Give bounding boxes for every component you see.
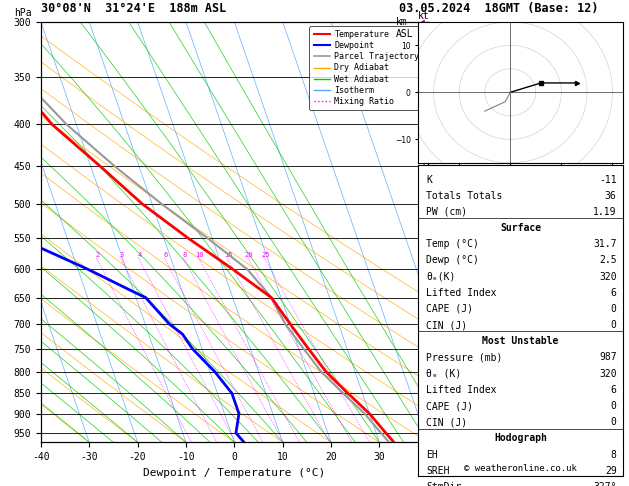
Text: Hodograph: Hodograph: [494, 434, 547, 443]
Text: Lifted Index: Lifted Index: [426, 288, 497, 298]
Text: 0: 0: [611, 417, 616, 427]
Text: 2.5: 2.5: [599, 256, 616, 265]
Text: 20: 20: [245, 252, 253, 258]
Text: Pressure (mb): Pressure (mb): [426, 352, 503, 363]
Text: 0: 0: [611, 320, 616, 330]
Text: 0: 0: [611, 304, 616, 314]
Text: 6: 6: [164, 252, 168, 258]
Text: km
ASL: km ASL: [396, 17, 414, 38]
Text: -11: -11: [599, 174, 616, 185]
Text: 4: 4: [137, 252, 142, 258]
Text: 29: 29: [605, 466, 616, 476]
Text: Dewp (°C): Dewp (°C): [426, 256, 479, 265]
Text: kt: kt: [418, 11, 430, 21]
Text: 327°: 327°: [593, 482, 616, 486]
Text: Temp (°C): Temp (°C): [426, 239, 479, 249]
Text: 36: 36: [605, 191, 616, 201]
Text: 03.05.2024  18GMT (Base: 12): 03.05.2024 18GMT (Base: 12): [399, 1, 599, 15]
Text: 320: 320: [599, 369, 616, 379]
Text: θₑ (K): θₑ (K): [426, 369, 462, 379]
Text: 8: 8: [182, 252, 187, 258]
Text: 1.19: 1.19: [593, 207, 616, 217]
Legend: Temperature, Dewpoint, Parcel Trajectory, Dry Adiabat, Wet Adiabat, Isotherm, Mi: Temperature, Dewpoint, Parcel Trajectory…: [309, 26, 423, 110]
Text: 3: 3: [120, 252, 124, 258]
Text: 2: 2: [96, 252, 100, 258]
Text: 0: 0: [611, 401, 616, 411]
Text: © weatheronline.co.uk: © weatheronline.co.uk: [464, 464, 577, 473]
Text: 6: 6: [611, 288, 616, 298]
Text: 25: 25: [261, 252, 270, 258]
Text: CIN (J): CIN (J): [426, 417, 467, 427]
Text: 31.7: 31.7: [593, 239, 616, 249]
Text: EH: EH: [426, 450, 438, 460]
Text: Most Unstable: Most Unstable: [482, 336, 559, 347]
Text: Surface: Surface: [500, 223, 541, 233]
Text: 30°08'N  31°24'E  188m ASL: 30°08'N 31°24'E 188m ASL: [41, 1, 226, 15]
Text: hPa: hPa: [14, 8, 31, 17]
Text: 987: 987: [599, 352, 616, 363]
Text: StmDir: StmDir: [426, 482, 462, 486]
Text: 6: 6: [611, 385, 616, 395]
Text: 10: 10: [196, 252, 204, 258]
Text: Lifted Index: Lifted Index: [426, 385, 497, 395]
Text: CAPE (J): CAPE (J): [426, 401, 474, 411]
Text: PW (cm): PW (cm): [426, 207, 467, 217]
Text: CIN (J): CIN (J): [426, 320, 467, 330]
Text: Totals Totals: Totals Totals: [426, 191, 503, 201]
Text: θₑ(K): θₑ(K): [426, 272, 456, 281]
Text: 8: 8: [611, 450, 616, 460]
Text: 15: 15: [224, 252, 233, 258]
X-axis label: Dewpoint / Temperature (°C): Dewpoint / Temperature (°C): [143, 468, 325, 478]
Text: SREH: SREH: [426, 466, 450, 476]
Text: K: K: [426, 174, 432, 185]
Text: CAPE (J): CAPE (J): [426, 304, 474, 314]
Text: 320: 320: [599, 272, 616, 281]
